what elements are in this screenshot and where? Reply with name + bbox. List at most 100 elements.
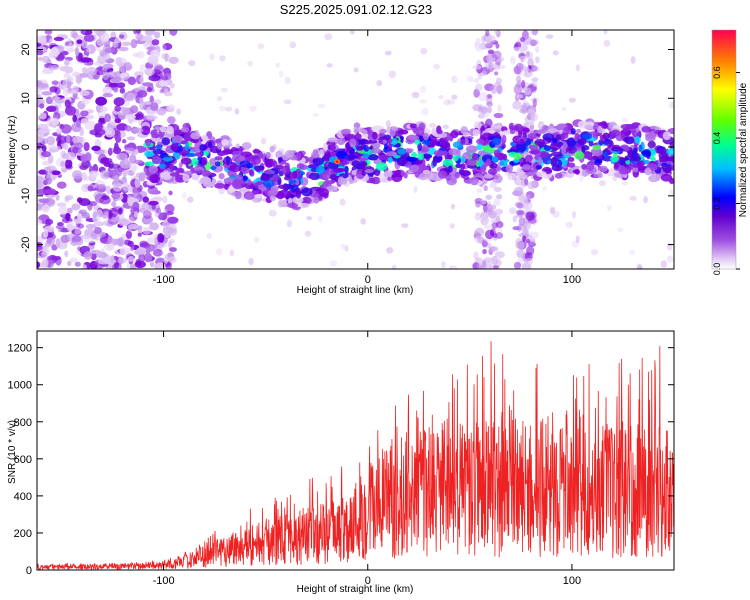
heatmap-cell bbox=[66, 80, 74, 86]
heatmap-cell bbox=[586, 162, 595, 171]
heatmap-cell bbox=[102, 71, 110, 81]
heatmap-cell bbox=[367, 154, 379, 161]
heatmap-cell bbox=[360, 139, 366, 145]
heatmap-cell bbox=[300, 187, 313, 197]
heatmap-cell bbox=[62, 78, 67, 89]
heatmap-cell bbox=[444, 142, 451, 152]
heatmap-cell bbox=[192, 169, 203, 174]
heatmap-cell bbox=[489, 217, 495, 224]
heatmap-cell bbox=[490, 84, 498, 94]
heatmap-cell bbox=[150, 49, 161, 59]
heatmap-cell bbox=[537, 156, 542, 166]
heatmap-cell bbox=[157, 232, 165, 243]
heatmap-cell bbox=[46, 237, 56, 246]
heatmap-cell bbox=[79, 72, 89, 78]
heatmap-cell bbox=[670, 154, 674, 163]
heatmap-cell bbox=[59, 65, 71, 72]
heatmap-cell bbox=[487, 168, 497, 176]
heatmap-cell bbox=[379, 154, 390, 161]
heatmap-cell bbox=[234, 190, 242, 200]
heatmap-cell bbox=[37, 56, 43, 61]
heatmap-cell bbox=[532, 98, 537, 108]
heatmap-cell bbox=[113, 86, 119, 93]
heatmap-cell bbox=[574, 151, 585, 160]
heatmap-cell bbox=[84, 120, 97, 131]
snr-y-tick-label: 200 bbox=[14, 528, 32, 540]
heatmap-cell bbox=[452, 154, 459, 162]
heatmap-cell bbox=[53, 36, 64, 42]
heatmap-cell bbox=[524, 257, 534, 266]
heatmap-cell bbox=[130, 38, 138, 49]
heatmap-cell bbox=[513, 84, 523, 95]
heatmap-cell bbox=[483, 185, 488, 192]
heatmap-cell bbox=[181, 152, 187, 157]
heatmap-cell bbox=[202, 176, 210, 185]
heatmap-cell bbox=[37, 181, 43, 189]
heatmap-cell bbox=[111, 201, 117, 208]
heatmap-cell bbox=[304, 230, 312, 237]
heatmap-cell bbox=[485, 158, 492, 166]
heatmap-cell bbox=[472, 64, 482, 70]
heatmap-cell bbox=[490, 35, 496, 43]
heatmap-cell bbox=[455, 163, 462, 169]
heatmap-cell bbox=[624, 155, 629, 161]
heatmap-cell bbox=[277, 184, 290, 190]
heatmap-cell bbox=[488, 210, 497, 219]
heatmap-cell bbox=[552, 210, 560, 218]
heatmap-cell bbox=[383, 170, 393, 177]
heatmap-cell bbox=[494, 186, 502, 193]
heatmap-cell bbox=[38, 198, 50, 204]
heatmap-cell bbox=[333, 168, 344, 173]
heatmap-cell bbox=[187, 196, 194, 203]
heatmap-cell bbox=[163, 91, 173, 97]
heatmap-cell bbox=[666, 255, 674, 263]
heatmap-cell bbox=[403, 172, 408, 179]
heatmap-cell bbox=[75, 119, 81, 128]
heatmap-cell bbox=[513, 261, 522, 269]
heatmap-cell bbox=[378, 128, 387, 134]
heatmap-cell bbox=[494, 56, 502, 66]
heatmap-cell bbox=[624, 136, 635, 145]
heatmap-cell bbox=[169, 163, 175, 173]
heatmap-cell bbox=[376, 80, 383, 87]
heatmap-cell bbox=[247, 179, 252, 186]
heatmap-cell bbox=[100, 157, 113, 164]
heatmap-cell bbox=[171, 135, 184, 144]
heatmap-cell bbox=[138, 253, 145, 263]
heatmap-cell bbox=[37, 203, 43, 211]
heatmap-cell bbox=[80, 234, 92, 239]
heatmap-cell bbox=[128, 216, 135, 224]
heatmap-cell bbox=[388, 70, 397, 79]
heatmap-cell bbox=[77, 223, 85, 229]
heatmap-cell bbox=[414, 138, 421, 146]
heatmap-cell bbox=[64, 59, 70, 67]
heatmap-cell bbox=[56, 181, 67, 189]
heatmap-cell bbox=[475, 37, 481, 45]
heatmap-cell bbox=[518, 224, 528, 231]
heatmap-cell bbox=[167, 240, 173, 249]
heatmap-cell bbox=[149, 174, 161, 184]
heatmap-cell bbox=[391, 138, 398, 145]
heatmap-cell bbox=[391, 264, 397, 269]
heatmap-cell bbox=[581, 163, 588, 170]
heatmap-cell bbox=[148, 200, 159, 206]
heatmap-cell bbox=[135, 112, 145, 120]
heatmap-cell bbox=[144, 161, 155, 167]
heatmap-cell bbox=[64, 197, 70, 203]
heatmap-cell bbox=[107, 147, 113, 156]
heatmap-cell bbox=[637, 263, 643, 269]
heatmap-cell bbox=[397, 129, 409, 135]
heatmap-cell bbox=[516, 94, 524, 99]
heatmap-cell bbox=[489, 246, 499, 252]
heatmap-cell bbox=[193, 166, 202, 171]
heatmap-cell bbox=[234, 108, 240, 115]
snr-y-tick-label: 600 bbox=[14, 454, 32, 466]
heatmap-cell bbox=[513, 186, 524, 197]
heatmap-cell bbox=[155, 144, 163, 150]
heatmap-cell bbox=[521, 235, 527, 243]
heatmap-cell bbox=[103, 162, 112, 167]
heatmap-cell bbox=[324, 169, 333, 176]
